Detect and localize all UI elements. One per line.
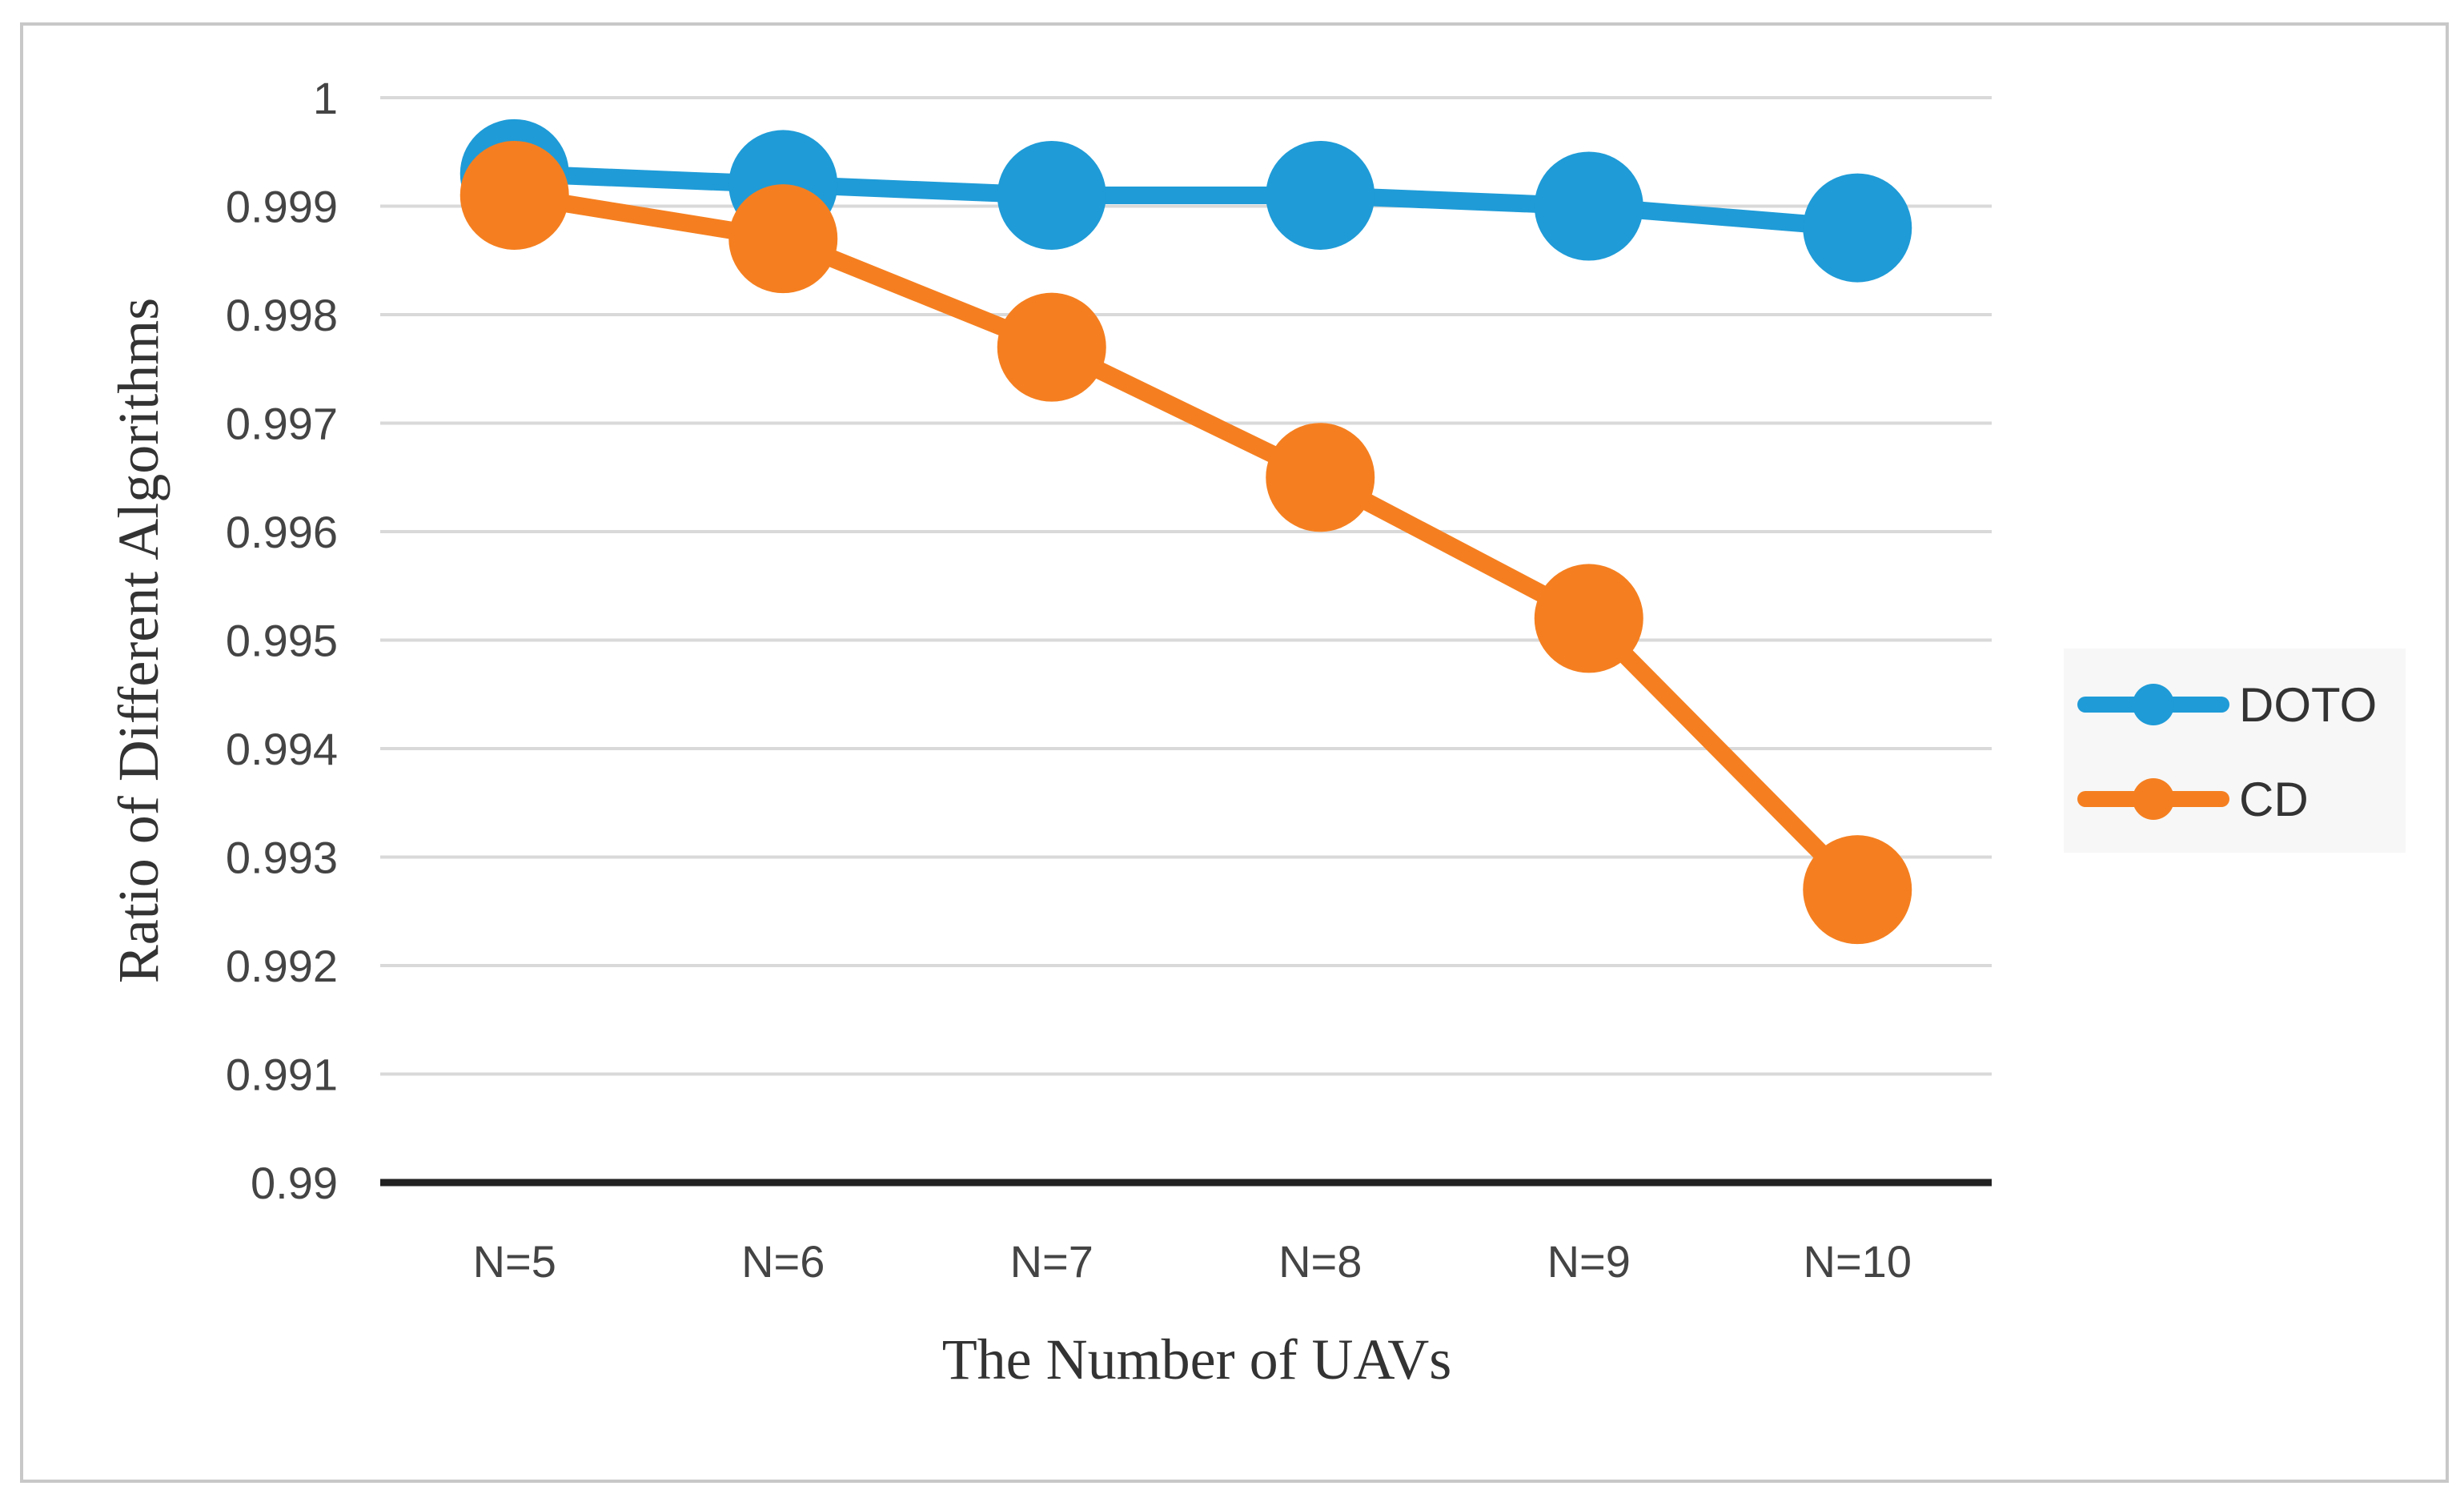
y-axis-title: Ratio of Different Algorithms	[106, 298, 171, 984]
y-tick-label: 0.992	[226, 941, 338, 991]
legend-marker-doto	[2133, 684, 2174, 725]
x-tick-labels: N=5 N=6 N=7 N=8 N=9 N=10	[473, 1236, 1912, 1287]
y-tick-label: 1	[313, 73, 338, 123]
x-axis-title: The Number of UAVs	[942, 1327, 1452, 1392]
data-point-cd	[1534, 564, 1643, 673]
series	[459, 118, 1912, 945]
y-tick-label: 0.997	[226, 399, 338, 449]
y-tick-label: 0.998	[226, 290, 338, 340]
legend-entries: DOTO CD	[2077, 678, 2377, 826]
data-point-doto	[997, 140, 1106, 250]
legend: DOTO CD	[2064, 649, 2406, 853]
y-tick-label: 0.993	[226, 833, 338, 883]
legend-marker-cd	[2133, 778, 2174, 820]
x-tick-label: N=5	[473, 1236, 556, 1287]
y-tick-label: 0.996	[226, 507, 338, 557]
chart-border	[20, 22, 2449, 1483]
x-tick-label: N=7	[1010, 1236, 1094, 1287]
y-tick-label: 0.995	[226, 616, 338, 666]
y-tick-label: 0.994	[226, 724, 338, 774]
data-point-cd	[997, 292, 1106, 402]
data-point-cd	[1803, 835, 1912, 945]
y-tick-label: 0.991	[226, 1050, 338, 1100]
x-tick-label: N=8	[1278, 1236, 1362, 1287]
legend-label-cd: CD	[2239, 773, 2309, 826]
data-point-doto	[1534, 151, 1643, 261]
data-point-cd	[459, 140, 569, 250]
data-point-cd	[1266, 423, 1375, 532]
data-point-cd	[728, 184, 838, 294]
y-tick-labels: 0.99 0.991 0.992 0.993 0.994 0.995 0.996 0.997 0…	[226, 73, 338, 1208]
y-tick-label: 0.999	[226, 182, 338, 232]
gridlines	[380, 96, 1992, 1187]
x-tick-label: N=6	[741, 1236, 825, 1287]
series-cd	[459, 140, 1912, 945]
data-point-doto	[1803, 173, 1912, 283]
legend-label-doto: DOTO	[2239, 678, 2377, 732]
data-point-doto	[1266, 140, 1375, 250]
y-tick-label: 0.99	[251, 1158, 338, 1208]
x-tick-label: N=10	[1804, 1236, 1912, 1287]
legend-background	[2064, 649, 2406, 853]
x-tick-label: N=9	[1547, 1236, 1631, 1287]
